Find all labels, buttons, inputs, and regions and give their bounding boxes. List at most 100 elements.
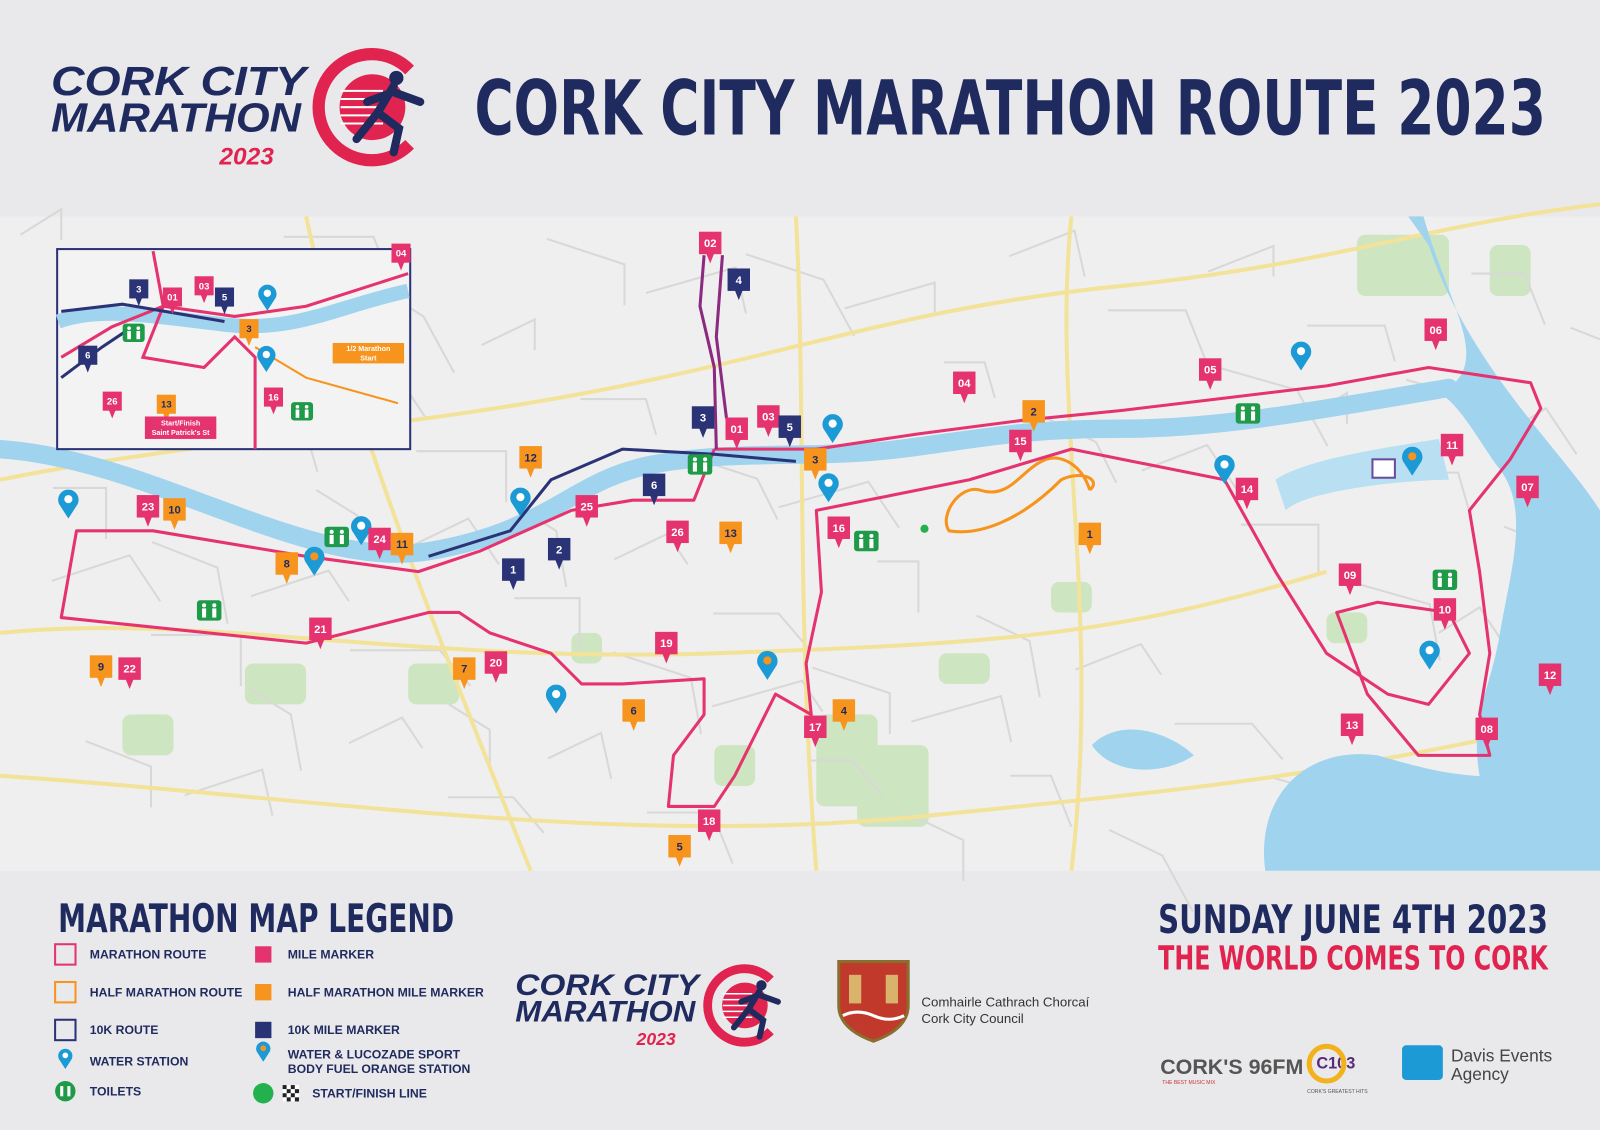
mile-marker (668, 834, 691, 858)
park (122, 714, 174, 756)
marker-pointer (662, 653, 671, 664)
toilet-figure (127, 330, 131, 340)
mile-marker-label: 21 (314, 624, 326, 636)
park (571, 632, 603, 664)
street (481, 317, 536, 351)
water-station-dot (1296, 347, 1306, 356)
street (1108, 309, 1208, 362)
mile-marker-label: 1 (510, 565, 516, 577)
park (1051, 581, 1092, 613)
inset-note-box (332, 342, 405, 364)
inset-note-box (144, 416, 217, 439)
toilets (854, 530, 879, 552)
marker-pointer (375, 549, 384, 560)
marker-pointer (834, 537, 843, 549)
mile-marker (698, 231, 722, 255)
toilet-figure (1251, 406, 1256, 411)
mile-marker-label: 01 (730, 424, 742, 436)
legend-icon (54, 980, 77, 1004)
street (1075, 642, 1163, 676)
mile-marker (136, 495, 160, 518)
street (1010, 774, 1073, 828)
street (85, 740, 153, 808)
water-station (258, 284, 277, 311)
mile-marker-label: 2 (1031, 406, 1037, 418)
marathon-route (59, 365, 1543, 808)
toilet-figure (1251, 411, 1256, 421)
marker-pointer (316, 639, 325, 650)
water-station (1290, 341, 1312, 371)
water-station (818, 473, 839, 503)
marker-pointer (734, 289, 743, 301)
park (244, 663, 307, 705)
mile-marker-label: 05 (1204, 365, 1216, 377)
street (1108, 828, 1194, 913)
street (514, 597, 581, 650)
mile-marker (953, 371, 976, 395)
legend-label: MILE MARKER (288, 948, 374, 962)
street (645, 266, 747, 314)
mile-marker-label: 1 (1087, 529, 1093, 541)
water-station (510, 487, 531, 517)
legend-icon (54, 943, 77, 966)
toilets (196, 600, 222, 621)
legend-icon (290, 1097, 295, 1102)
water-station-dot (824, 478, 833, 487)
marker-pointer (221, 305, 228, 315)
mile-marker (391, 243, 411, 263)
water-station (545, 684, 567, 714)
street (844, 281, 936, 314)
event-date: SUNDAY JUNE 4TH 2023 (1158, 898, 1548, 943)
legend-label: HALF MARATHON ROUTE (90, 985, 243, 999)
mile-marker (214, 287, 235, 307)
mile-marker (1475, 717, 1498, 741)
council-irish: Comhairle Cathrach Chorcaí (921, 994, 1089, 1009)
mile-marker (519, 446, 542, 469)
mile-marker-label: 12 (1544, 670, 1556, 682)
marker-pointer (764, 426, 773, 437)
water-station-dot (262, 350, 270, 359)
mile-marker (1440, 433, 1464, 457)
marker-pointer (1447, 455, 1457, 466)
legend-icon (282, 1085, 287, 1090)
marker-pointer (1523, 497, 1532, 508)
street (711, 679, 824, 713)
mile-marker (263, 387, 284, 407)
mile-marker (827, 516, 850, 539)
sponsor-agency-icon (1402, 1045, 1443, 1080)
park (938, 653, 990, 684)
street (448, 703, 491, 771)
road (1064, 216, 1084, 871)
mile-marker (194, 276, 214, 296)
toilet-figure (1437, 577, 1442, 587)
event-tagline: THE WORLD COMES TO CORK (1158, 940, 1549, 978)
marker-pointer (706, 253, 715, 264)
marker-pointer (143, 516, 153, 527)
mile-marker-label: 26 (671, 527, 683, 539)
inset-note: 1/2 Marathon (346, 345, 390, 353)
toilet-figure (339, 529, 344, 534)
logo-line: MARATHON (51, 95, 303, 141)
mile-marker-label: 6 (85, 351, 90, 362)
street (1438, 605, 1501, 639)
mile-marker (156, 394, 176, 414)
marker-pointer (705, 830, 714, 842)
legend-icon (67, 1086, 71, 1097)
inset-note: Start/Finish (161, 420, 200, 428)
legend-icon (282, 1089, 287, 1094)
water-station-dot (763, 656, 772, 665)
marker-pointer (460, 678, 469, 690)
water-station-dot (828, 419, 837, 428)
crest-water (842, 1010, 905, 1021)
legend-label: 10K ROUTE (90, 1023, 159, 1037)
water-station-dot (260, 1045, 267, 1052)
runner (352, 81, 425, 157)
mile-marker (89, 655, 113, 678)
start-finish-flag (920, 524, 929, 533)
legend-icon (282, 1097, 287, 1102)
water-station (1402, 446, 1423, 476)
legend-icon (286, 1097, 291, 1102)
sponsor-agency-line: Agency (1451, 1064, 1509, 1084)
street (1240, 523, 1320, 576)
